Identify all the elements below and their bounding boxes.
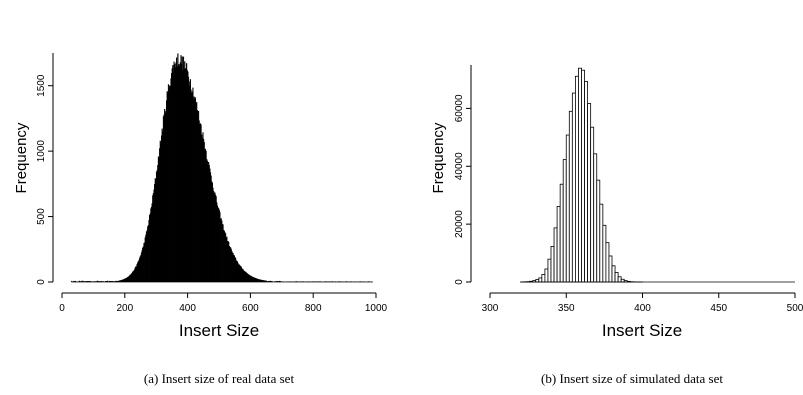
histogram-bar (115, 280, 117, 283)
chart-a-caption: (a) Insert size of real data set (144, 371, 295, 386)
chart-b-y-ticks: 0 20000 40000 60000 (454, 94, 471, 285)
y-tick-label: 20000 (454, 210, 465, 238)
histogram-bar (620, 278, 625, 283)
histogram-bar (541, 274, 546, 283)
y-tick-label: 40000 (454, 152, 465, 180)
chart-b-x-ticks: 300 350 400 450 500 (482, 293, 803, 314)
histogram-bar (550, 246, 555, 283)
histogram-bar (571, 92, 576, 283)
histogram-bar (590, 126, 595, 283)
chart-a-y-ticks: 0 500 1000 1500 (36, 74, 53, 285)
x-tick-label: 400 (634, 303, 651, 314)
histogram-bar (568, 110, 573, 283)
x-tick-label: 300 (482, 303, 499, 314)
histogram-bar (565, 134, 570, 283)
x-tick-label: 350 (558, 303, 575, 314)
x-tick-label: 400 (179, 303, 196, 314)
chart-b-caption: (b) Insert size of simulated data set (541, 371, 723, 386)
histogram-bar (575, 75, 579, 283)
histogram-bar (608, 255, 613, 283)
histogram-bar (547, 258, 552, 283)
chart-b: 300 350 400 450 500 0 20000 40000 60000 Insert … (430, 65, 803, 386)
chart-a-bars (71, 53, 374, 283)
histogram-bar (74, 280, 77, 283)
chart-b-bars (520, 67, 795, 283)
histogram-bar (578, 67, 582, 283)
histogram-bar (611, 265, 616, 283)
histogram-bar (82, 280, 84, 283)
x-tick-label: 450 (710, 303, 727, 314)
chart-a: 0 200 400 600 800 1000 0 500 1000 1500 Insert Si… (13, 53, 388, 386)
histogram-bar (614, 272, 619, 283)
histogram-bar (553, 227, 558, 283)
histogram-bar (81, 280, 83, 283)
y-tick-label: 0 (454, 279, 465, 285)
histogram-bar (110, 281, 112, 283)
histogram-bar (544, 268, 549, 283)
chart-a-x-ticks: 0 200 400 600 800 1000 (59, 293, 388, 314)
x-tick-label: 500 (787, 303, 803, 314)
x-tick-label: 200 (116, 303, 133, 314)
histogram-bar (596, 179, 601, 283)
x-tick-label: 1000 (365, 303, 388, 314)
histogram-bar (602, 224, 607, 283)
chart-a-x-label: Insert Size (179, 321, 259, 340)
chart-b-y-label: Frequency (430, 122, 447, 193)
histogram-bar (71, 280, 73, 283)
x-tick-label: 0 (59, 303, 65, 314)
y-tick-label: 1500 (36, 74, 47, 97)
histogram-bar (593, 153, 598, 283)
chart-b-x-label: Insert Size (602, 321, 682, 340)
histogram-bar (605, 242, 610, 283)
y-tick-label: 500 (36, 208, 47, 225)
histogram-bar (559, 183, 564, 283)
x-tick-label: 600 (242, 303, 259, 314)
histogram-bar (584, 81, 588, 283)
histogram-bar (587, 103, 592, 283)
y-tick-label: 1000 (36, 140, 47, 163)
histogram-bar (599, 203, 604, 283)
x-tick-label: 800 (305, 303, 322, 314)
histogram-bar (581, 69, 585, 283)
y-tick-label: 0 (36, 279, 47, 285)
histogram-bar (617, 276, 622, 283)
histogram-bar (556, 206, 561, 283)
chart-a-y-label: Frequency (13, 122, 30, 193)
histogram-bar (538, 277, 543, 283)
y-tick-label: 60000 (454, 94, 465, 122)
histogram-bar (562, 159, 567, 283)
